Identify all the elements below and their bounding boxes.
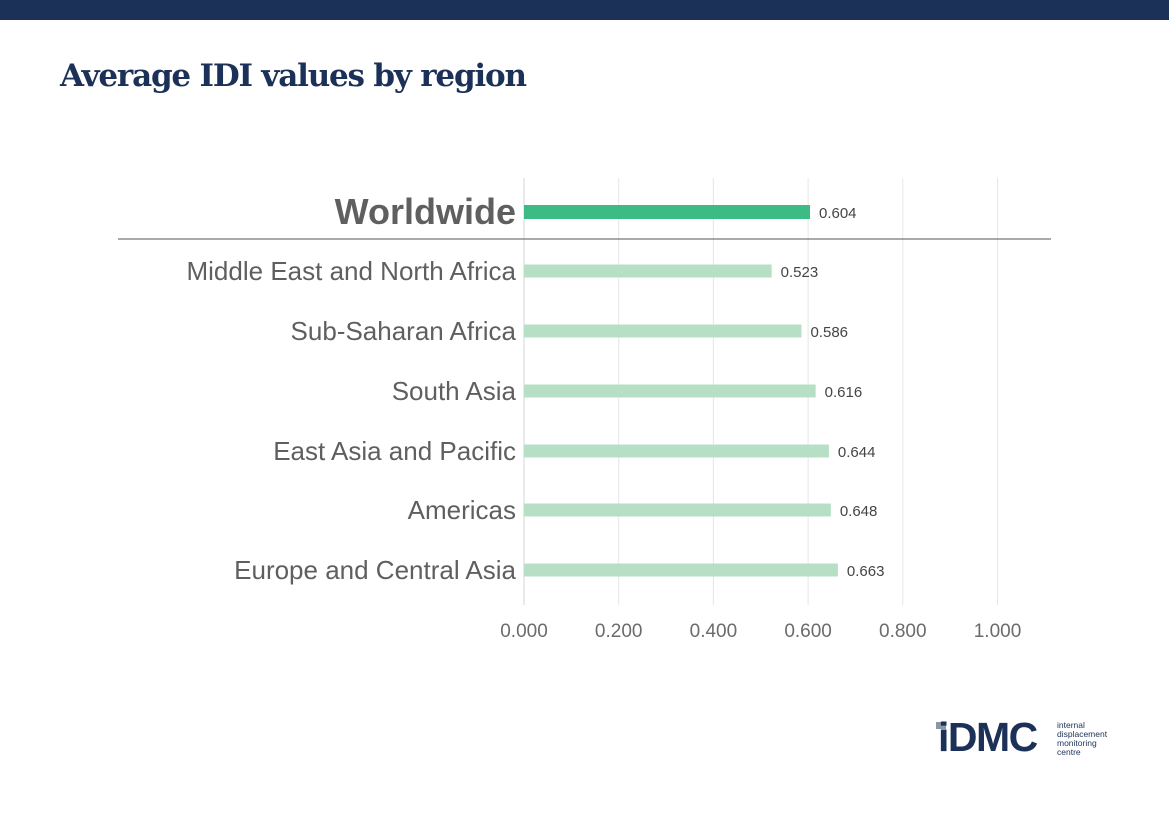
value-label: 0.663 [847,563,885,580]
category-label: East Asia and Pacific [273,436,516,466]
bar [524,324,802,338]
x-tick-label: 0.600 [784,621,832,642]
x-tick-label: 1.000 [974,621,1022,642]
value-label: 0.616 [825,384,863,401]
bar [524,444,829,458]
bar [524,384,816,398]
logo-wordmark: iDMC [938,714,1038,760]
bar [524,205,810,219]
value-label: 0.586 [810,324,848,341]
category-label: Americas [408,495,516,525]
value-label: 0.644 [838,444,876,461]
x-tick-label: 0.000 [500,621,548,642]
bar [524,563,838,577]
category-label: Middle East and North Africa [187,256,517,286]
logo-dot-icon [936,722,946,729]
bar [524,503,831,517]
category-label: Europe and Central Asia [234,555,516,585]
bar [524,264,772,278]
x-tick-label: 0.800 [879,621,927,642]
x-tick-label: 0.400 [690,621,738,642]
x-tick-label: 0.200 [595,621,643,642]
chart-title: Average IDI values by region [60,58,527,94]
category-label: Worldwide [335,191,516,232]
value-label: 0.604 [819,205,857,222]
logo-subtext: internal displacement monitoring centre [1057,720,1108,757]
category-label: Sub-Saharan Africa [291,316,517,346]
category-label: South Asia [392,376,517,406]
idmc-logo: iDMC internal displacement monitoring centr… [934,714,1114,762]
top-bar [0,0,1169,20]
value-label: 0.523 [781,264,819,281]
value-label: 0.648 [840,503,878,520]
